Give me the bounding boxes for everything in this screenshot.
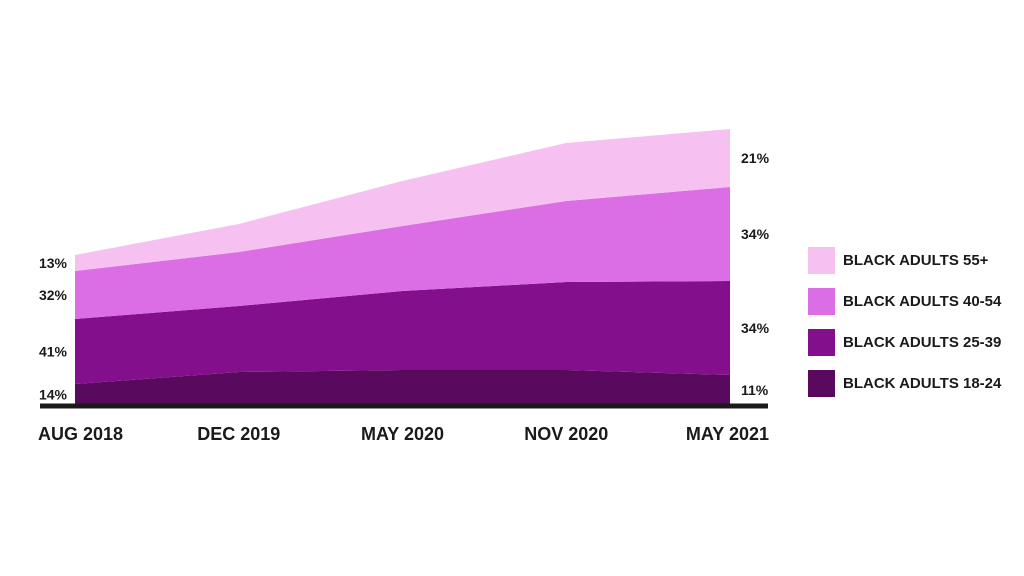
x-tick-label: DEC 2019 [197, 424, 280, 444]
legend-swatch [808, 288, 835, 315]
end-percent-labels: 11% 34% 34% 21% [741, 150, 770, 398]
legend-swatch [808, 329, 835, 356]
end-label-black-adults-25-39: 34% [741, 320, 770, 336]
x-axis-tick-labels: AUG 2018 DEC 2019 MAY 2020 NOV 2020 MAY 2021 [38, 424, 769, 444]
legend-item: BLACK ADULTS 25-39 [808, 328, 1018, 357]
start-percent-labels: 14% 41% 32% 13% [39, 255, 68, 403]
end-label-black-adults-55-: 21% [741, 150, 770, 166]
x-tick-label: AUG 2018 [38, 424, 123, 444]
x-tick-label: NOV 2020 [524, 424, 608, 444]
legend-label: BLACK ADULTS 25-39 [843, 334, 1002, 351]
area-layers [75, 129, 730, 405]
legend-label: BLACK ADULTS 40-54 [843, 293, 1002, 310]
start-label-black-adults-55-: 13% [39, 255, 68, 271]
area-black-adults-55- [75, 129, 730, 271]
end-label-black-adults-40-54: 34% [741, 226, 770, 242]
x-tick-label: MAY 2020 [361, 424, 444, 444]
end-label-black-adults-18-24: 11% [741, 382, 769, 398]
start-label-black-adults-40-54: 32% [39, 287, 68, 303]
start-label-black-adults-25-39: 41% [39, 344, 68, 360]
legend-item: BLACK ADULTS 55+ [808, 246, 1018, 275]
start-label-black-adults-18-24: 14% [39, 387, 68, 403]
legend-swatch [808, 370, 835, 397]
area-black-adults-18-24 [75, 370, 730, 405]
legend-label: BLACK ADULTS 55+ [843, 252, 989, 269]
area-black-adults-25-39 [75, 281, 730, 384]
legend-item: BLACK ADULTS 40-54 [808, 287, 1018, 316]
legend: BLACK ADULTS 55+ BLACK ADULTS 40-54 BLACK … [808, 246, 1018, 410]
legend-label: BLACK ADULTS 18-24 [843, 375, 1002, 392]
legend-item: BLACK ADULTS 18-24 [808, 369, 1018, 398]
x-tick-label: MAY 2021 [686, 424, 769, 444]
area-black-adults-40-54 [75, 187, 730, 319]
legend-swatch [808, 247, 835, 274]
